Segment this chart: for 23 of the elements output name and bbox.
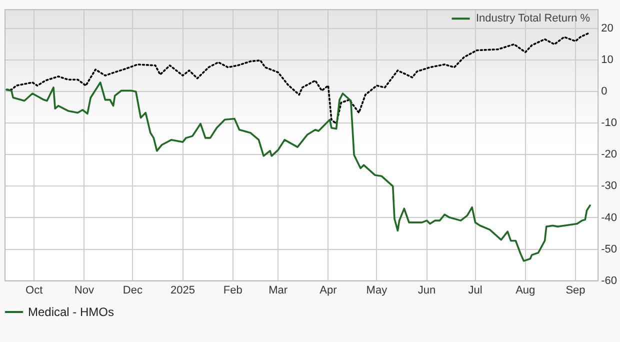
legend-label: Medical - HMOs [28, 305, 114, 319]
y-tick-label: 0 [601, 86, 608, 98]
y-tick-label: -60 [601, 274, 618, 287]
x-tick-label: Oct [26, 284, 43, 296]
x-tick-label: Mar [268, 284, 288, 296]
x-tick-label: Aug [516, 284, 536, 296]
y-tick-label: -40 [601, 212, 618, 224]
legend-title: Industry Total Return % [476, 12, 590, 25]
x-tick-label: Apr [320, 284, 338, 296]
y-tick-label: -20 [601, 148, 618, 161]
y-tick-label: 10 [601, 54, 614, 66]
x-tick-label: Jul [468, 284, 482, 296]
x-tick-label: Jun [418, 284, 436, 296]
y-tick-label: -50 [601, 243, 618, 256]
x-tick-label: Nov [74, 284, 94, 296]
y-tick-label: -30 [601, 180, 618, 192]
x-tick-label: Sep [566, 284, 586, 296]
x-tick-label: Feb [223, 284, 242, 296]
y-tick-label: -10 [601, 117, 618, 130]
x-tick-label: May [366, 284, 388, 296]
x-tick-label: Dec [122, 284, 143, 296]
y-tick-label: 20 [601, 22, 614, 35]
x-tick-label: 2025 [170, 284, 196, 296]
